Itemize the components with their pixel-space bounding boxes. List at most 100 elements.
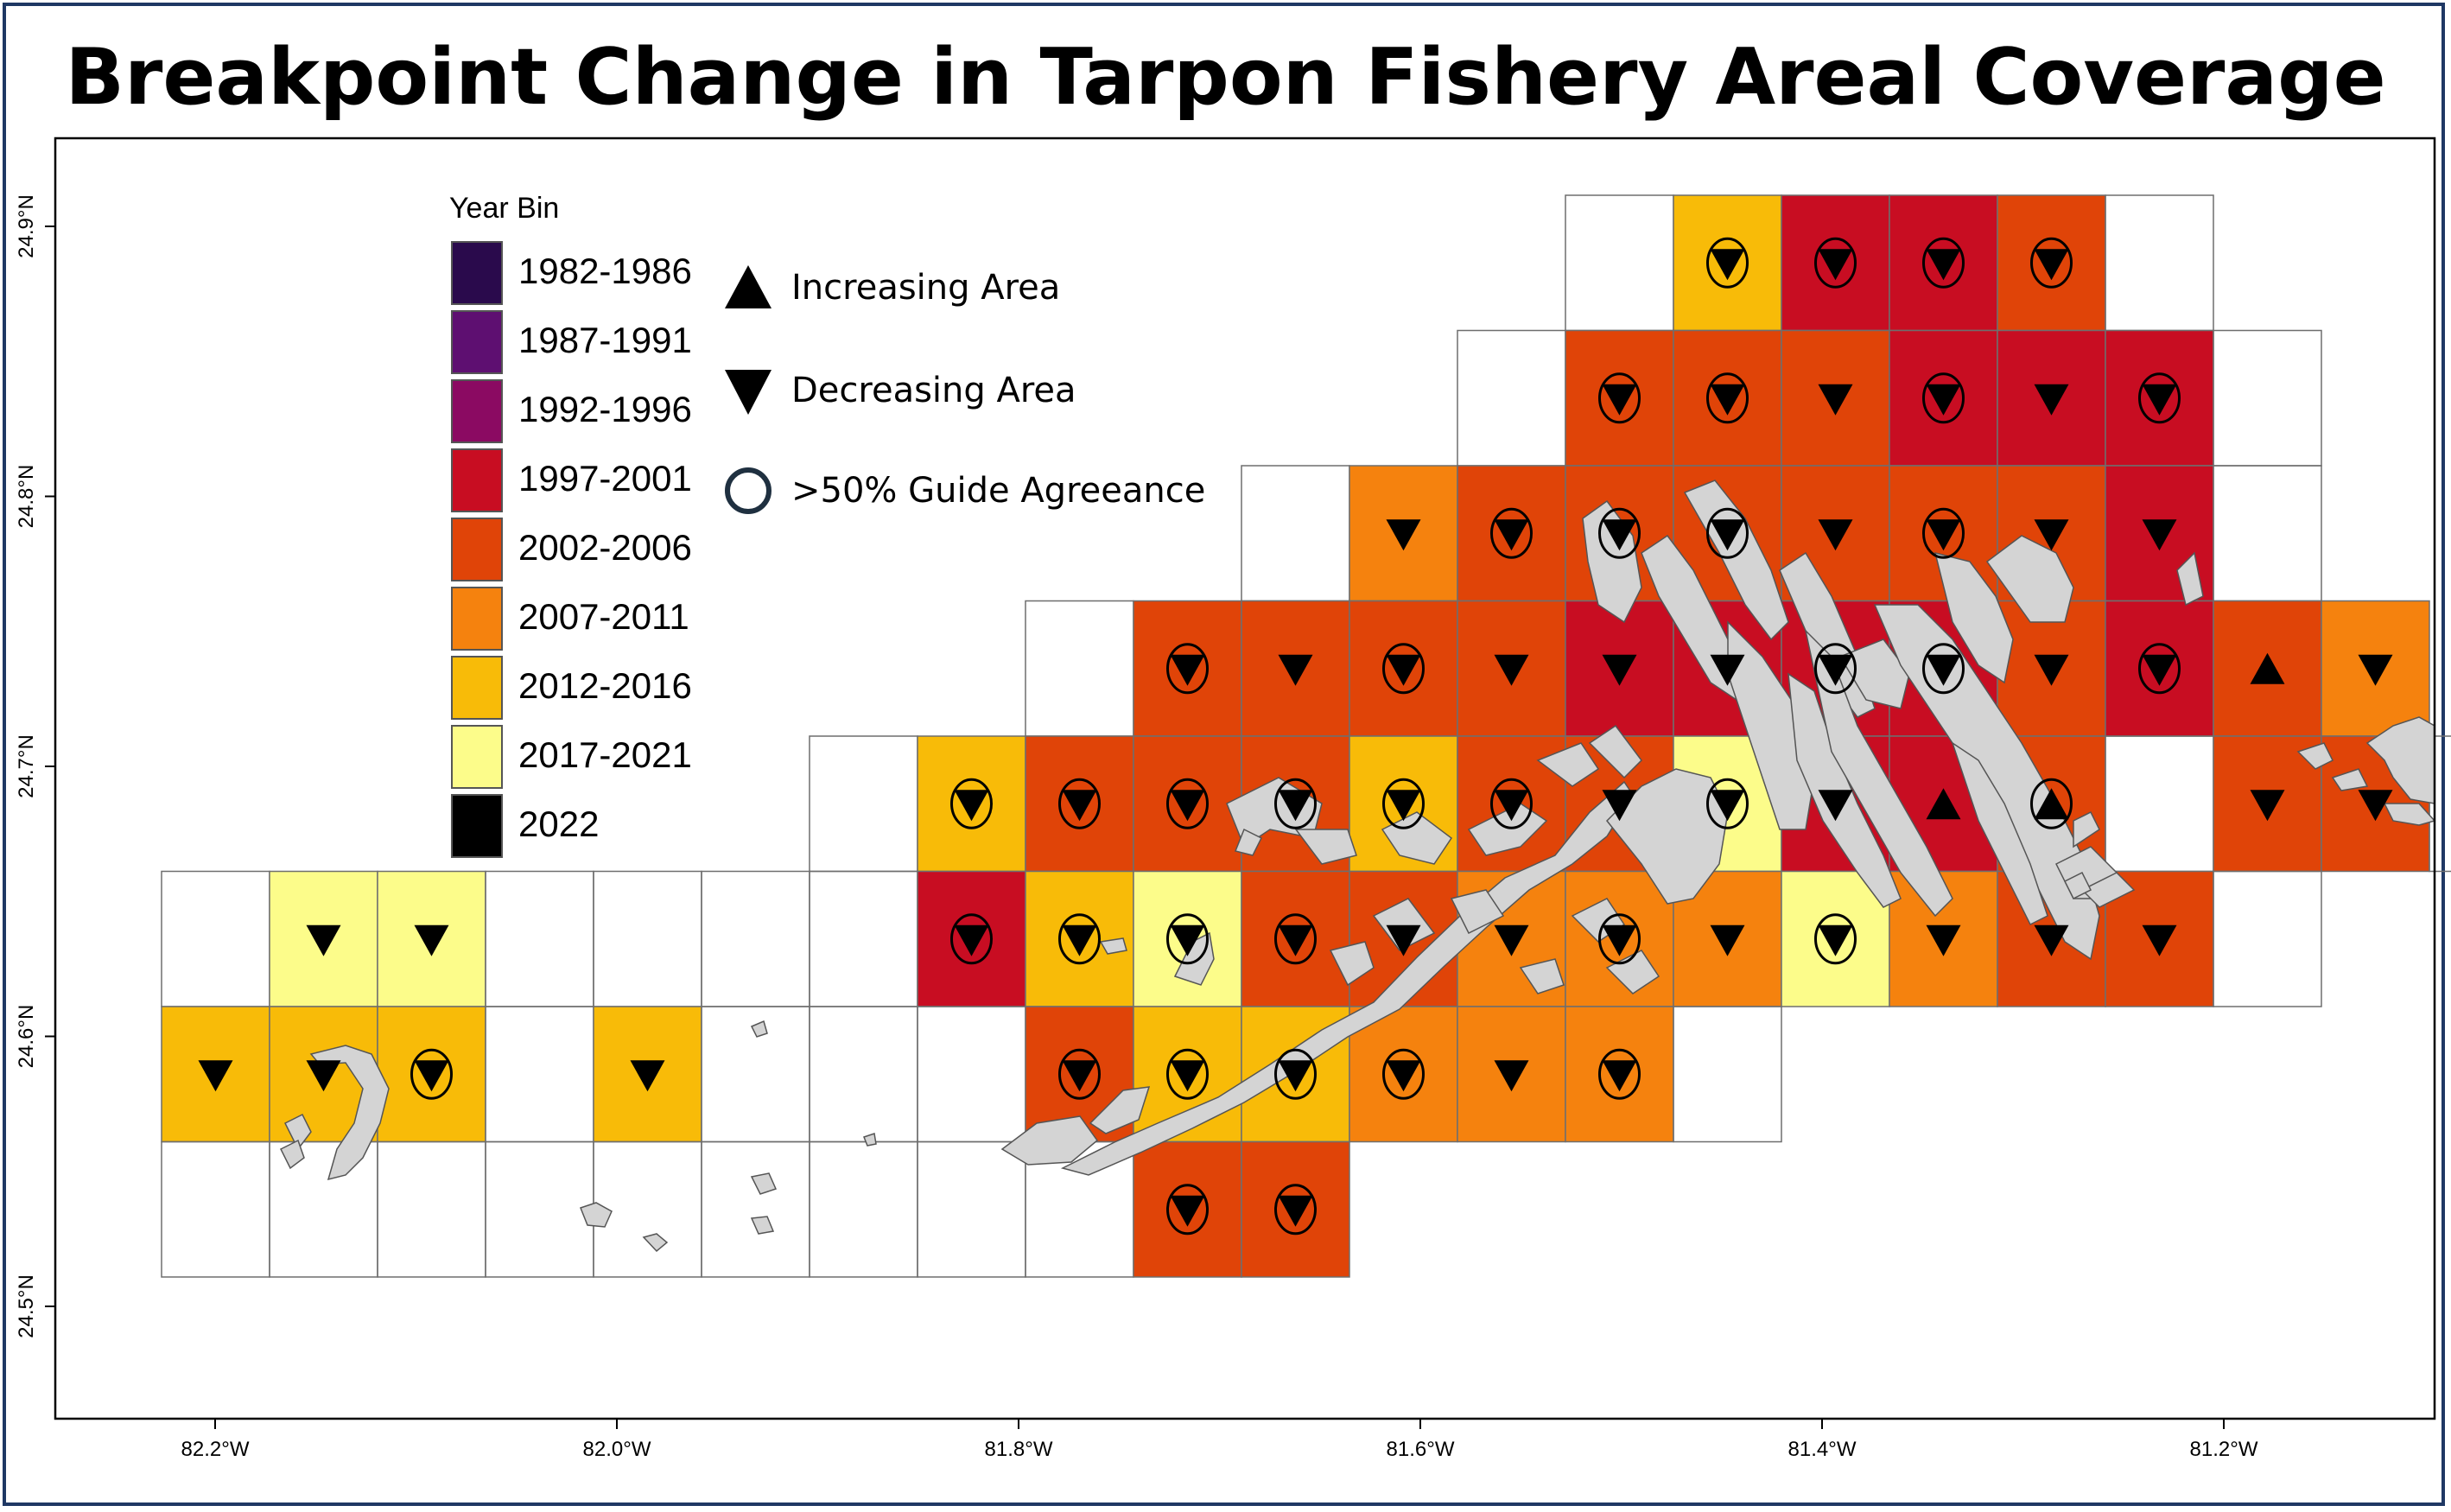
grid-cell (161, 1140, 270, 1278)
legend-swatch (451, 448, 503, 512)
triangle-down-icon (2034, 249, 2069, 281)
triangle-down-icon (2250, 790, 2285, 822)
grid-cell (161, 870, 270, 1007)
triangle-down-icon (2358, 654, 2393, 686)
legend-symbol-label: Increasing Area (791, 268, 1060, 308)
triangle-down-icon (1926, 519, 1961, 551)
figure-frame (3, 3, 2445, 1506)
circle-icon (1166, 1184, 1209, 1236)
circle-icon (1166, 643, 1209, 695)
x-tick-label: 81.8°W (985, 1438, 1053, 1461)
triangle-down-icon (1602, 384, 1637, 416)
triangle-down-icon (1710, 384, 1745, 416)
circle-icon (2030, 237, 2073, 289)
coastline (1985, 535, 2074, 623)
coastline (2073, 810, 2100, 848)
coastline (1450, 889, 1505, 935)
circle-icon (2138, 643, 2181, 695)
coastline (1381, 811, 1453, 865)
legend-swatch (451, 241, 503, 305)
coastline (1605, 768, 1729, 905)
circle-icon (1382, 778, 1425, 829)
triangle-down-icon (1170, 1195, 1205, 1227)
triangle-down-icon (1494, 790, 1529, 822)
circle-icon (1382, 1048, 1425, 1100)
coastline (1951, 741, 2048, 926)
circle-icon (950, 913, 993, 965)
legend-symbol-label: Decreasing Area (791, 371, 1076, 410)
circle-icon (1922, 643, 1965, 695)
coastline (1000, 1115, 1099, 1166)
circle-icon (2138, 372, 2181, 424)
grid-cell (1241, 465, 1350, 602)
grid-cell (1565, 194, 1674, 332)
triangle-down-icon (954, 790, 989, 822)
triangle-up-icon (2250, 652, 2285, 684)
triangle-down-icon (1710, 654, 1745, 686)
triangle-down-icon (1818, 249, 1853, 281)
coastline (1329, 941, 1375, 987)
triangle-down-icon (1278, 1060, 1313, 1092)
circle-icon (1058, 1048, 1101, 1100)
grid-cell (1025, 600, 1134, 737)
circle-icon (1274, 1184, 1317, 1236)
triangle-down-icon (1926, 924, 1961, 956)
triangle-down-icon (2142, 654, 2177, 686)
triangle-down-icon (1278, 924, 1313, 956)
x-tick-label: 81.6°W (1387, 1438, 1455, 1461)
triangle-down-icon (1494, 1060, 1529, 1092)
legend-bin-label: 2007-2011 (518, 596, 689, 637)
circle-icon (1706, 507, 1749, 559)
x-tick-label: 82.0°W (583, 1438, 651, 1461)
coastline (1727, 620, 1815, 830)
circle-icon (1922, 507, 1965, 559)
map-panel-border (54, 137, 2436, 1420)
coastline (580, 1202, 613, 1228)
coastline (1536, 742, 1600, 787)
triangle-down-icon (1494, 519, 1529, 551)
legend-bin-label: 2012-2016 (518, 665, 692, 706)
triangle-down-icon (1602, 654, 1637, 686)
triangle-down-icon (1386, 924, 1421, 956)
circle-icon (1274, 1048, 1317, 1100)
triangle-down-icon (1386, 519, 1421, 551)
grid-cell (2213, 329, 2322, 467)
triangle-down-icon (1602, 790, 1637, 822)
legend-bin-label: 1997-2001 (518, 458, 692, 499)
grid-cell (593, 1140, 702, 1278)
triangle-down-icon (2034, 654, 2069, 686)
coastline (1372, 898, 1436, 951)
coastline (1089, 1086, 1151, 1134)
circle-icon (2030, 778, 2073, 829)
coastline (1099, 937, 1127, 955)
triangle-down-icon (306, 924, 341, 956)
grid-cells (161, 194, 2451, 1278)
triangle-down-icon (1926, 384, 1961, 416)
legend-bin-label: 2022 (518, 804, 599, 844)
triangle-down-icon (1386, 1060, 1421, 1092)
legend-bin-label: 1992-1996 (518, 389, 692, 429)
circle-icon (1706, 237, 1749, 289)
grid-cell (485, 870, 594, 1007)
coastline (1588, 724, 1642, 779)
circle-icon (1274, 913, 1317, 965)
circle-icon (1814, 237, 1857, 289)
triangle-down-icon (1818, 790, 1853, 822)
triangle-down-icon (2034, 924, 2069, 956)
grid-cell (2213, 870, 2322, 1007)
triangle-down-icon (1170, 1060, 1205, 1092)
symbol-layer (198, 237, 2393, 1236)
legend-bin-label: 2017-2021 (518, 734, 692, 775)
axes: 82.2°W 82.0°W 81.8°W 81.6°W 81.4°W 81.2°W 24.5… (15, 194, 2258, 1461)
triangle-down-icon (1710, 790, 1745, 822)
triangle-down-icon (1926, 249, 1961, 281)
triangle-down-icon (2142, 519, 2177, 551)
legend-swatch (451, 656, 503, 720)
coastline (2365, 716, 2435, 804)
grid-cell (2105, 194, 2214, 332)
grid-cell (917, 1140, 1026, 1278)
grid-cell (809, 1140, 918, 1278)
circle-icon (1598, 1048, 1641, 1100)
circle-icon (1166, 913, 1209, 965)
